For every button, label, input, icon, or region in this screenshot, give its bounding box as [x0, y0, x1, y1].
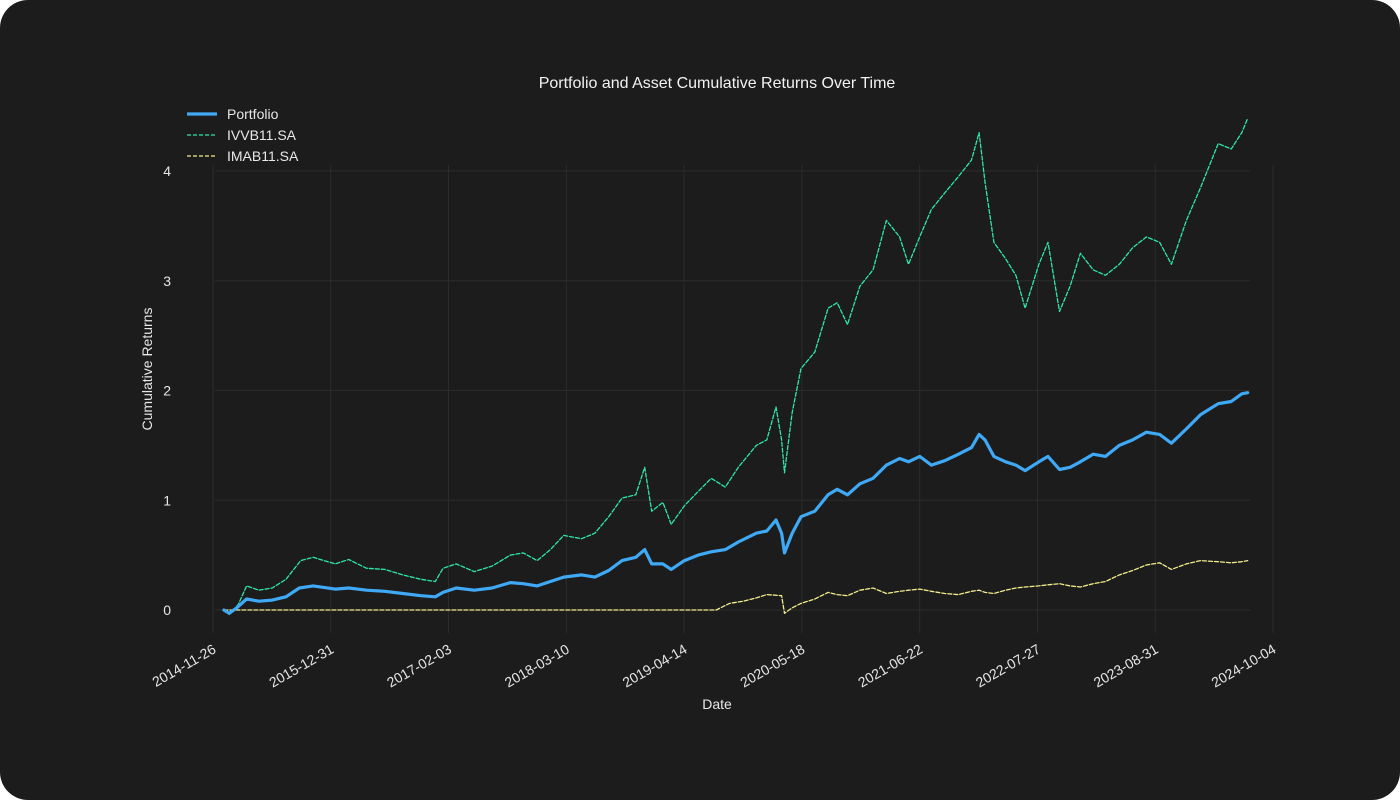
series-line-portfolio — [222, 391, 1250, 615]
x-tick-label: 2019-04-14 — [620, 641, 690, 691]
y-tick-label: 3 — [163, 273, 171, 289]
x-tick-label: 2017-02-03 — [384, 641, 454, 691]
series-line-imab11-sa — [223, 559, 1249, 614]
y-axis-label: Cumulative Returns — [139, 308, 155, 431]
grid — [212, 165, 1274, 633]
x-tick-label: 2024-10-04 — [1208, 641, 1278, 691]
x-tick-label: 2015-12-31 — [266, 641, 336, 691]
legend-label: Portfolio — [227, 106, 279, 122]
x-tick-label: 2023-08-31 — [1091, 641, 1161, 691]
chart-title: Portfolio and Asset Cumulative Returns O… — [539, 75, 896, 92]
x-tick-label: 2022-07-27 — [973, 641, 1043, 691]
series-lines — [222, 117, 1250, 616]
axes: 2014-11-26 2015-12-31 2017-02-03 2018-03-10… — [149, 163, 1278, 690]
x-tick-label: 2021-06-22 — [855, 641, 925, 691]
x-tick-label: 2018-03-10 — [502, 641, 572, 691]
y-tick-label: 1 — [163, 492, 171, 508]
y-tick-label: 2 — [163, 383, 171, 399]
x-tick-label: 2014-11-26 — [149, 641, 218, 690]
series-line-ivvb11-sa — [223, 117, 1249, 616]
y-tick-label: 0 — [163, 602, 171, 618]
y-tick-label: 4 — [163, 163, 171, 179]
x-axis-label: Date — [702, 696, 732, 712]
legend-label: IVVB11.SA — [227, 127, 297, 143]
x-tick-label: 2020-05-18 — [737, 641, 807, 691]
legend: Portfolio IVVB11.SA IMAB11.SA — [187, 106, 299, 164]
legend-label: IMAB11.SA — [227, 148, 299, 164]
